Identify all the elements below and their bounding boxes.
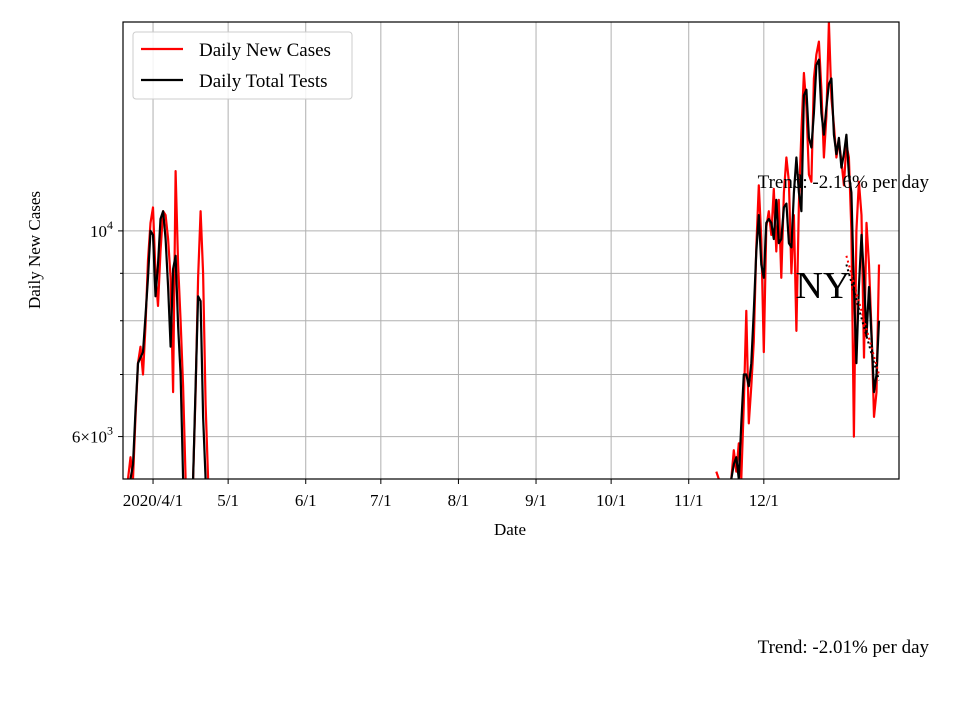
legend-box (132, 31, 353, 100)
x-tick-label: 10/1 (596, 491, 626, 510)
trend-line (845, 255, 880, 375)
series-line-segment (730, 58, 881, 479)
x-tick-label: 8/1 (448, 491, 470, 510)
x-tick-label: 12/1 (749, 491, 779, 510)
trend-annotation-upper: Trend: -2.16% per day (758, 172, 930, 193)
trend-annotation-lower: Trend: -2.01% per day (758, 637, 930, 658)
y-tick-label: 104 (90, 218, 113, 241)
series-line-segment (192, 295, 207, 479)
y-axis-label: Daily New Cases (25, 191, 44, 309)
x-tick-label: 9/1 (525, 491, 547, 510)
x-tick-label: 2020/4/1 (123, 491, 183, 510)
legend-label-daily-new-cases: Daily New Cases (199, 40, 331, 61)
legend-label-daily-total-tests: Daily Total Tests (199, 71, 328, 92)
series-layer (126, 22, 881, 479)
legend: Daily New Cases Daily Total Tests (132, 31, 353, 100)
plot-frame (122, 21, 900, 480)
x-tick-label: 5/1 (217, 491, 239, 510)
x-axis-label: Date (494, 520, 526, 539)
y-axis-ticks: 6×103 104 (72, 218, 123, 447)
x-tick-label: 6/1 (295, 491, 317, 510)
series-daily-total-tests (129, 58, 881, 479)
state-label: NY (796, 265, 851, 307)
y-tick-label: 6×103 (72, 424, 113, 447)
x-tick-label: 11/1 (674, 491, 704, 510)
trend-line (845, 264, 880, 381)
x-axis-ticks: 2020/4/1 5/1 6/1 7/1 8/1 9/1 10/1 11/1 12/1 (123, 479, 779, 510)
series-line-segment (129, 210, 185, 479)
series-line-segment (715, 471, 720, 479)
x-tick-label: 7/1 (370, 491, 392, 510)
